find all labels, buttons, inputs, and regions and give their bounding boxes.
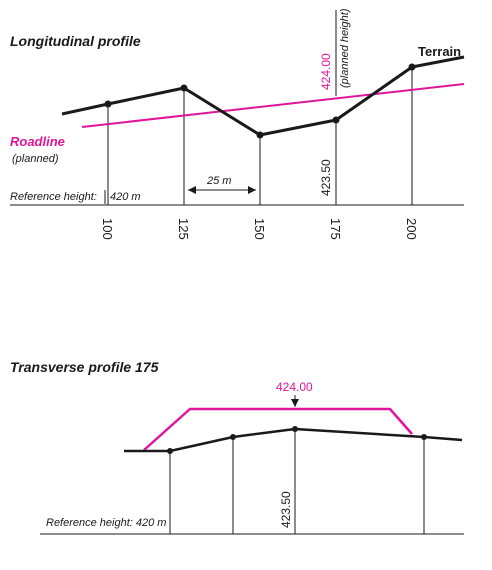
transverse-reference-label: Reference height: 420 m [46,517,166,529]
transverse-point-center [292,426,298,432]
terrain-point-175 [332,116,340,124]
interval-label: 25 m [206,175,231,187]
terrain-point-100 [104,100,112,108]
station-label-175: 175 [328,218,343,240]
station-label-125: 125 [176,218,191,240]
transverse-point-2 [230,434,236,440]
longitudinal-profile: Longitudinal profile Terrain Roadline (p… [10,8,465,240]
terrain-point-200 [408,63,416,71]
roadline [81,83,465,128]
planned-height-value: 424.00 [319,53,333,90]
transverse-terrain-height: 423.50 [279,491,293,528]
transverse-point-1 [167,448,173,454]
terrain-point-150 [256,131,264,139]
planned-height-note: (planned height) [339,8,351,88]
station-label-150: 150 [252,218,267,240]
planned-cross-section [143,407,413,451]
transverse-profile: Transverse profile 175 424.00 423.50 Ref… [10,359,464,535]
terrain-label: Terrain [418,44,461,59]
longitudinal-title: Longitudinal profile [10,33,141,49]
terrain-point-125 [180,84,188,92]
reference-height-value: 420 m [110,191,141,203]
transverse-title: Transverse profile 175 [10,359,159,375]
roadline-label: Roadline [10,134,65,149]
station-label-100: 100 [100,218,115,240]
roadline-sub-label: (planned) [12,153,59,165]
terrain-cross-section [124,427,463,453]
transverse-planned-height: 424.00 [276,380,313,394]
station-label-200: 200 [404,218,419,240]
terrain-height-value: 423.50 [319,159,333,196]
transverse-point-4 [421,434,427,440]
reference-height-label: Reference height: [10,191,97,203]
station-labels: 100 125 150 175 200 [100,218,419,240]
